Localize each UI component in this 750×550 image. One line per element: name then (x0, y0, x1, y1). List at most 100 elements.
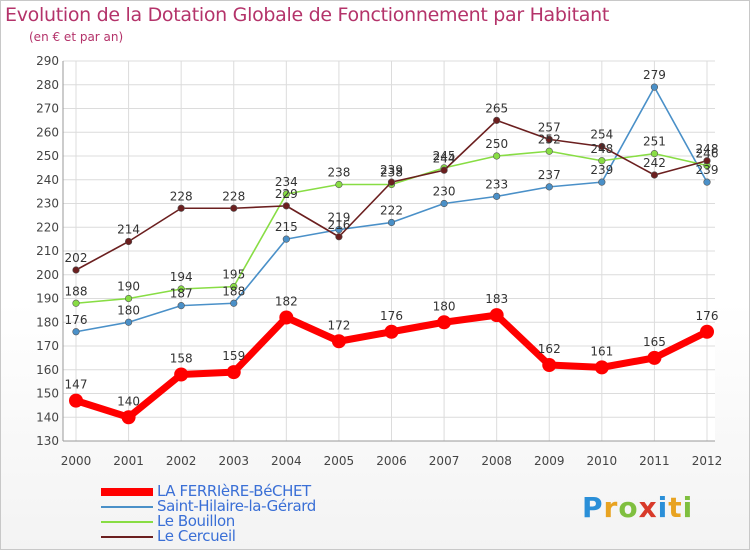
data-label: 158 (170, 352, 193, 366)
data-point (177, 285, 185, 293)
data-label: 180 (117, 303, 140, 317)
data-label: 194 (170, 270, 193, 284)
x-tick-label: 2005 (324, 454, 355, 468)
chart-subtitle: (en € et par an) (29, 30, 124, 44)
data-point (545, 147, 553, 155)
data-label: 233 (485, 177, 508, 191)
data-point (282, 235, 290, 243)
data-label: 246 (696, 147, 719, 161)
data-point (174, 367, 189, 382)
data-label: 180 (433, 299, 456, 313)
data-point (493, 152, 501, 160)
data-label: 182 (275, 295, 298, 309)
data-label: 244 (433, 151, 456, 165)
x-tick-label: 2011 (639, 454, 670, 468)
data-point (387, 178, 396, 186)
data-label: 183 (485, 292, 508, 306)
legend-label: Saint-Hilaire-la-Gérard (157, 497, 316, 515)
legend-item: Le Bouillon (101, 514, 316, 529)
x-tick-label: 2006 (376, 454, 407, 468)
data-label: 251 (643, 135, 666, 149)
data-point (230, 299, 238, 307)
data-point (335, 180, 343, 189)
data-label: 239 (696, 163, 719, 177)
data-label: 234 (275, 175, 298, 189)
logo-letter: i (682, 491, 694, 524)
data-label: 176 (380, 309, 403, 323)
y-tick-label: 210 (36, 244, 59, 258)
y-tick-label: 240 (36, 173, 59, 187)
data-label: 159 (222, 349, 245, 363)
data-point (650, 171, 659, 179)
data-point (230, 204, 238, 212)
legend-label: LA FERRIèRE-BéCHET (157, 482, 311, 500)
data-label: 195 (222, 268, 245, 282)
y-tick-label: 220 (36, 220, 59, 234)
data-point (121, 410, 136, 425)
y-tick-label: 290 (36, 54, 59, 68)
data-label: 216 (327, 218, 350, 232)
data-label: 230 (433, 185, 456, 199)
legend-item: Saint-Hilaire-la-Gérard (101, 499, 316, 514)
data-label: 248 (590, 142, 613, 156)
data-label: 238 (380, 166, 403, 180)
legend-swatch (101, 535, 153, 538)
data-label: 214 (117, 223, 140, 237)
data-label: 176 (65, 313, 88, 327)
data-point (437, 315, 452, 330)
data-point (335, 226, 343, 234)
logo-letter: P (582, 491, 604, 524)
data-label: 176 (696, 309, 719, 323)
y-tick-label: 260 (36, 125, 59, 139)
data-label: 242 (643, 156, 666, 170)
data-point (650, 83, 659, 91)
logo-letter: t (668, 491, 683, 524)
data-point (384, 324, 399, 339)
data-point (493, 192, 501, 200)
data-point (69, 393, 83, 408)
data-point (650, 150, 659, 158)
x-tick-label: 2002 (166, 454, 197, 468)
y-tick-label: 150 (36, 387, 59, 401)
data-point (545, 135, 553, 143)
x-tick-label: 2007 (429, 454, 460, 468)
chart-legend: LA FERRIèRE-BéCHET Saint-Hilaire-la-Gérar… (101, 484, 316, 544)
x-tick-label: 2004 (271, 454, 302, 468)
data-label: 219 (327, 211, 350, 225)
data-label: 161 (590, 344, 613, 358)
data-label: 254 (590, 128, 613, 142)
x-tick-label: 2012 (692, 454, 723, 468)
data-point (72, 266, 80, 274)
data-label: 162 (538, 342, 561, 356)
x-tick-label: 2001 (113, 454, 144, 468)
logo-letter: o (618, 491, 639, 524)
y-tick-label: 190 (36, 292, 59, 306)
legend-label: Le Bouillon (157, 512, 235, 530)
data-point (124, 237, 133, 246)
data-label: 147 (65, 378, 88, 392)
data-point (226, 365, 241, 380)
data-label: 229 (275, 187, 298, 201)
x-tick-label: 2009 (534, 454, 565, 468)
data-label: 140 (117, 394, 140, 408)
x-tick-label: 2000 (61, 454, 92, 468)
data-point (542, 358, 557, 372)
data-point (124, 294, 133, 303)
data-label: 188 (65, 284, 88, 298)
data-point (489, 308, 504, 323)
data-point (177, 302, 185, 310)
y-tick-label: 270 (36, 102, 59, 116)
y-tick-label: 180 (36, 315, 59, 329)
data-point (331, 334, 346, 349)
y-tick-label: 140 (36, 410, 59, 424)
data-point (647, 350, 662, 365)
x-tick-label: 2008 (481, 454, 512, 468)
data-label: 257 (538, 120, 561, 134)
legend-item: LA FERRIèRE-BéCHET (101, 484, 316, 499)
data-label: 279 (643, 68, 666, 82)
data-label: 250 (485, 137, 508, 151)
data-point (72, 328, 80, 336)
data-label: 238 (327, 166, 350, 180)
legend-item: Le Cercueil (101, 529, 316, 544)
